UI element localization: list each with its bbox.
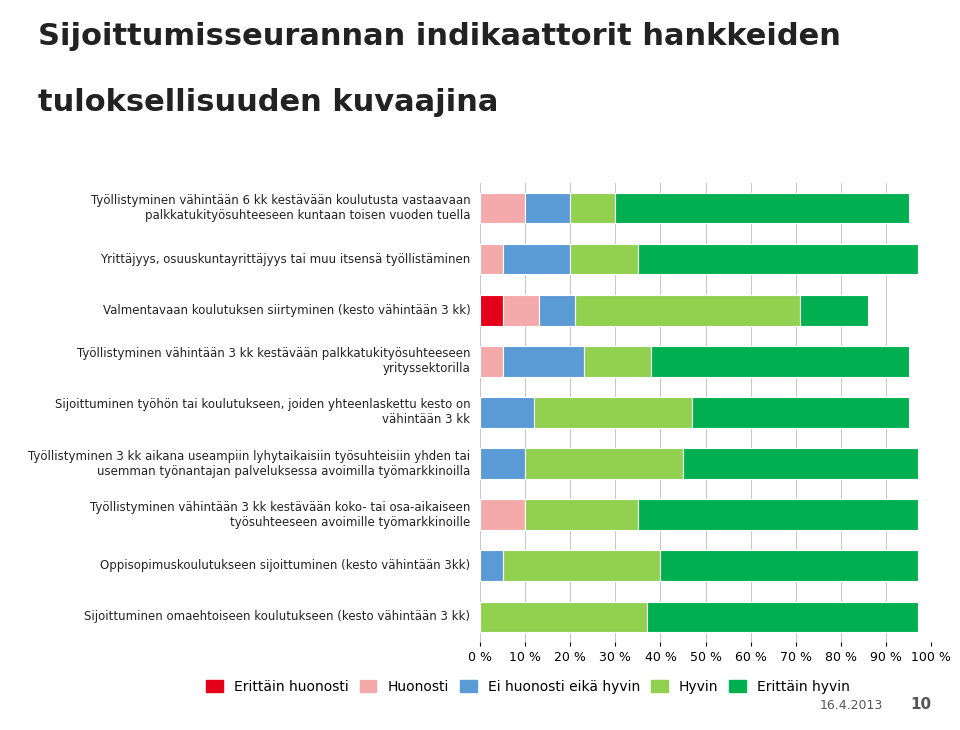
Bar [575, 295, 801, 326]
Legend: Erittäin huonosti, Huonosti, Ei huonosti eikä hyvin, Hyvin, Erittäin hyvin: Erittäin huonosti, Huonosti, Ei huonosti… [206, 680, 850, 693]
Text: Oppisopimuskoulutukseen sijoittuminen (kesto vähintään 3kk): Oppisopimuskoulutukseen sijoittuminen (k… [100, 559, 470, 572]
Bar [584, 346, 652, 377]
Bar [480, 346, 503, 377]
Bar [570, 193, 615, 223]
Text: Työllistyminen vähintään 3 kk kestävään palkkatukityösuhteeseen
yrityssektorilla: Työllistyminen vähintään 3 kk kestävään … [77, 347, 470, 375]
Bar [503, 550, 660, 581]
Bar [637, 244, 918, 274]
Text: Sijoittuminen työhön tai koulutukseen, joiden yhteenlaskettu kesto on
vähintään : Sijoittuminen työhön tai koulutukseen, j… [55, 399, 470, 426]
Bar [570, 244, 637, 274]
Bar [801, 295, 868, 326]
Text: 10: 10 [910, 696, 931, 712]
Bar [480, 602, 647, 632]
Bar [480, 499, 525, 530]
Bar [480, 550, 503, 581]
Bar [480, 397, 534, 428]
Bar [480, 244, 503, 274]
Text: Sijoittuminen omaehtoiseen koulutukseen (kesto vähintään 3 kk): Sijoittuminen omaehtoiseen koulutukseen … [84, 610, 470, 623]
Bar [660, 550, 918, 581]
Bar [692, 397, 908, 428]
Text: 16.4.2013: 16.4.2013 [820, 699, 883, 712]
Bar [480, 193, 525, 223]
Bar [539, 295, 575, 326]
Text: tuloksellisuuden kuvaajina: tuloksellisuuden kuvaajina [38, 88, 499, 117]
Bar [503, 244, 570, 274]
Bar [503, 295, 539, 326]
Bar [525, 499, 637, 530]
Bar [683, 448, 918, 479]
Text: Valmentavaan koulutuksen siirtyminen (kesto vähintään 3 kk): Valmentavaan koulutuksen siirtyminen (ke… [103, 304, 470, 317]
Text: Työllistyminen 3 kk aikana useampiin lyhytaikaisiin työsuhteisiin yhden tai
usem: Työllistyminen 3 kk aikana useampiin lyh… [28, 450, 470, 477]
Bar [615, 193, 908, 223]
Bar [652, 346, 908, 377]
Bar [525, 448, 683, 479]
Bar [534, 397, 692, 428]
Bar [480, 448, 525, 479]
Text: Työllistyminen vähintään 3 kk kestävään koko- tai osa-aikaiseen
työsuhteeseen av: Työllistyminen vähintään 3 kk kestävään … [90, 501, 470, 529]
Bar [647, 602, 918, 632]
Bar [637, 499, 918, 530]
Text: Sijoittumisseurannan indikaattorit hankkeiden: Sijoittumisseurannan indikaattorit hankk… [38, 22, 841, 51]
Text: Yrittäjyys, osuuskuntayrittäjyys tai muu itsensä työllistäminen: Yrittäjyys, osuuskuntayrittäjyys tai muu… [100, 253, 470, 266]
Bar [480, 295, 503, 326]
Text: Työllistyminen vähintään 6 kk kestävään koulutusta vastaavaan
palkkatukityösuhte: Työllistyminen vähintään 6 kk kestävään … [91, 194, 470, 222]
Bar [525, 193, 570, 223]
Bar [503, 346, 584, 377]
